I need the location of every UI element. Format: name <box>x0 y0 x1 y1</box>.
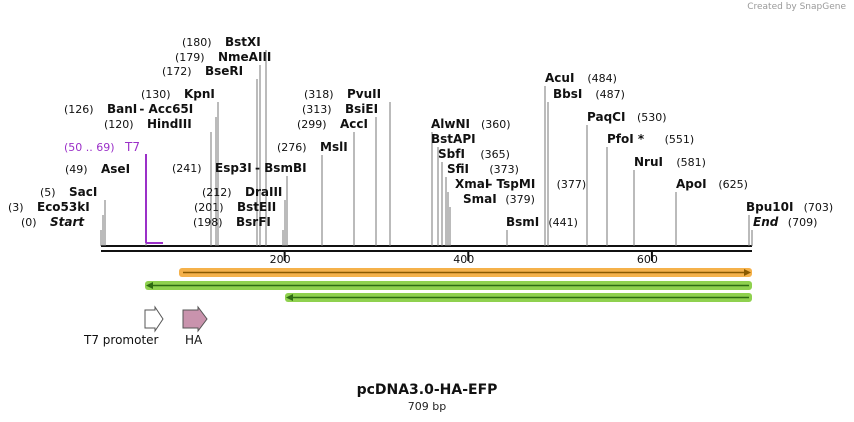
site-name: PaqCI <box>587 110 625 124</box>
site-position: (487) <box>595 88 625 101</box>
site-name: End <box>753 215 779 229</box>
site-name: BsrFI <box>236 215 271 229</box>
site-name: BstEII <box>237 200 276 214</box>
ruler-label: 600 <box>637 253 658 266</box>
site-name: KpnI <box>184 87 215 101</box>
site-position: (212) <box>202 186 232 199</box>
site-name: SacI <box>69 185 97 199</box>
site-position: (551) <box>665 133 695 146</box>
ha-feature-arrow <box>182 305 208 333</box>
orf-reverse-arrowhead-2 <box>286 294 293 301</box>
t7-promoter-arrow <box>144 305 164 333</box>
site-position: (318) <box>304 88 334 101</box>
orf-forward-arrowhead <box>744 269 751 276</box>
site-position: (49) <box>65 163 88 176</box>
site-name: Start <box>50 215 85 229</box>
site-name: MslI <box>320 140 348 154</box>
site-position: (441) <box>548 216 578 229</box>
site-position: (530) <box>637 111 667 124</box>
site-position: (313) <box>302 103 332 116</box>
site-name: BsmI <box>506 215 539 229</box>
site-name: AlwNI <box>431 117 470 131</box>
site-name: BstAPI <box>431 132 476 146</box>
ha-label: HA <box>185 333 203 347</box>
primer-range: (50 .. 69) <box>64 141 115 154</box>
site-name: DraIII <box>245 185 282 199</box>
site-position: (299) <box>297 118 327 131</box>
site-name: BsiEI <box>345 102 378 116</box>
primer-label: T7 <box>124 140 140 154</box>
site-position: (180) <box>182 36 212 49</box>
site-position: (3) <box>8 201 24 214</box>
site-name: BstXI <box>225 35 261 49</box>
plasmid-name: pcDNA3.0-HA-EFP <box>356 382 498 398</box>
site-position: (703) <box>804 201 834 214</box>
site-position: (130) <box>141 88 171 101</box>
site-name: SbfI <box>438 147 465 161</box>
t7-promoter-label: T7 promoter <box>84 333 159 347</box>
orf-reverse-arrowhead-1 <box>146 282 153 289</box>
site-position: (379) <box>505 193 535 206</box>
site-name: NmeAIII <box>218 50 271 64</box>
site-name: PfoI * <box>607 132 645 146</box>
site-name: AccI <box>340 117 368 131</box>
site-position: (373) <box>489 163 519 176</box>
site-position: (179) <box>175 51 205 64</box>
site-position: (5) <box>40 186 56 199</box>
site-position: (581) <box>676 156 706 169</box>
site-position: (377) <box>557 178 587 191</box>
site-position: (276) <box>277 141 307 154</box>
site-name: Eco53kI <box>37 200 90 214</box>
site-name: AcuI <box>545 71 574 85</box>
site-name: BbsI <box>553 87 582 101</box>
site-name-suffix: - TspMI <box>487 177 535 191</box>
site-name: PvuII <box>347 87 381 101</box>
site-name: NruI <box>634 155 663 169</box>
site-name: HindIII <box>147 117 192 131</box>
site-name: Esp3I <box>215 161 252 175</box>
snapgene-credit: Created by SnapGene <box>747 2 846 12</box>
ruler-label: 400 <box>453 253 474 266</box>
site-name: ApoI <box>676 177 707 191</box>
site-name: SmaI <box>463 192 497 206</box>
site-position: (241) <box>172 162 202 175</box>
site-position: (365) <box>480 148 510 161</box>
site-position: (201) <box>194 201 224 214</box>
site-name-suffix: - BsmBI <box>255 161 307 175</box>
site-position: (0) <box>21 216 37 229</box>
site-position: (625) <box>718 178 748 191</box>
site-position: (484) <box>587 72 617 85</box>
site-name: SfiI <box>447 162 469 176</box>
site-name-suffix: - Acc65I <box>139 102 193 116</box>
site-name: BseRI <box>205 64 243 78</box>
site-position: (172) <box>162 65 192 78</box>
plasmid-size: 709 bp <box>407 400 447 413</box>
site-name: Bpu10I <box>746 200 793 214</box>
site-position: (360) <box>481 118 511 131</box>
ruler-label: 200 <box>270 253 291 266</box>
site-name: BanI <box>107 102 137 116</box>
site-position: (120) <box>104 118 134 131</box>
site-position: (198) <box>193 216 223 229</box>
site-name: AseI <box>101 162 130 176</box>
site-position: (709) <box>788 216 818 229</box>
site-position: (126) <box>64 103 94 116</box>
site-name: XmaI <box>455 177 489 191</box>
